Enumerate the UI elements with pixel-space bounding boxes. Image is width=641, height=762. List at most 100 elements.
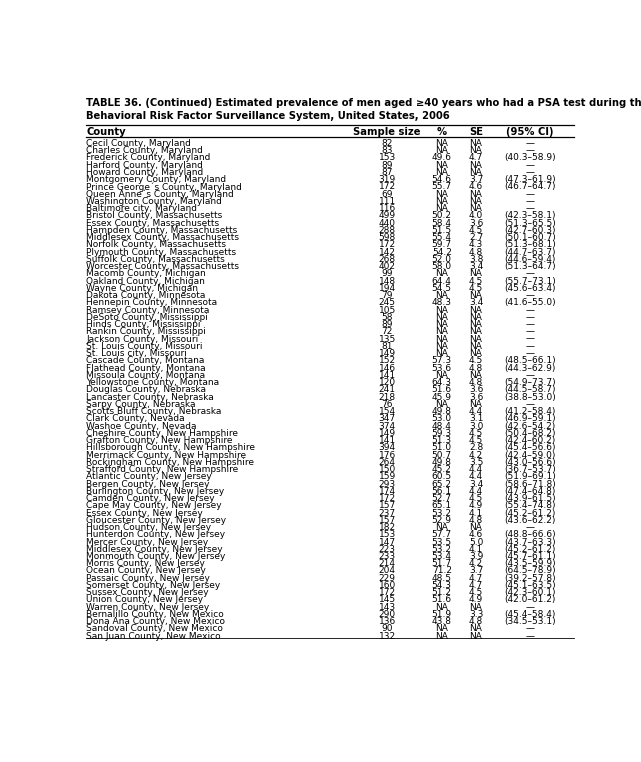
Text: Jackson County, Missouri: Jackson County, Missouri [86,335,198,344]
Text: 4.8: 4.8 [469,248,483,257]
Text: Macomb County, Michigan: Macomb County, Michigan [86,270,206,278]
Text: Essex County, Massachusetts: Essex County, Massachusetts [86,219,219,228]
Text: 54.5: 54.5 [432,284,452,293]
Text: 152: 152 [379,357,395,365]
Text: 64.4: 64.4 [432,277,452,286]
Text: Oakland County, Michigan: Oakland County, Michigan [86,277,205,286]
Text: 52.0: 52.0 [432,255,452,264]
Text: 53.4: 53.4 [432,552,452,561]
Text: 157: 157 [378,501,395,511]
Text: (42.3–60.1): (42.3–60.1) [504,588,556,597]
Text: (44.7–63.7): (44.7–63.7) [504,248,556,257]
Text: 4.8: 4.8 [469,516,483,525]
Text: (51.9–69.1): (51.9–69.1) [504,472,556,482]
Text: 72: 72 [381,328,393,336]
Text: NA: NA [435,371,448,379]
Text: 172: 172 [379,241,395,249]
Text: Middlesex County, Massachusetts: Middlesex County, Massachusetts [86,233,239,242]
Text: 172: 172 [379,588,395,597]
Text: 4.4: 4.4 [469,465,483,474]
Text: (47.3–61.9): (47.3–61.9) [504,175,556,184]
Text: NA: NA [470,139,483,148]
Text: 51.6: 51.6 [432,386,452,395]
Text: 3.6: 3.6 [469,386,483,395]
Text: NA: NA [470,400,483,409]
Text: 268: 268 [379,255,395,264]
Text: 51.3: 51.3 [432,436,452,445]
Text: 120: 120 [379,378,395,387]
Text: (41.2–58.4): (41.2–58.4) [504,407,555,416]
Text: Cecil County, Maryland: Cecil County, Maryland [86,139,191,148]
Text: 56.1: 56.1 [432,487,452,496]
Text: Hampden County, Massachusetts: Hampden County, Massachusetts [86,226,237,235]
Text: (47.4–64.8): (47.4–64.8) [504,487,555,496]
Text: (34.5–53.1): (34.5–53.1) [504,617,556,626]
Text: NA: NA [435,349,448,358]
Text: 4.2: 4.2 [469,559,483,568]
Text: 153: 153 [378,153,395,162]
Text: 57.7: 57.7 [432,530,452,539]
Text: NA: NA [470,603,483,612]
Text: 49.8: 49.8 [432,458,452,467]
Text: 402: 402 [379,262,395,271]
Text: (48.8–66.6): (48.8–66.6) [504,530,556,539]
Text: Bristol County, Massachusetts: Bristol County, Massachusetts [86,211,222,220]
Text: 4.4: 4.4 [469,472,483,482]
Text: 264: 264 [379,458,395,467]
Text: (42.3–58.1): (42.3–58.1) [504,211,556,220]
Text: 48.3: 48.3 [432,299,452,307]
Text: 51.7: 51.7 [432,559,452,568]
Text: —: — [525,161,534,170]
Text: (42.7–60.3): (42.7–60.3) [504,226,556,235]
Text: Sandoval County, New Mexico: Sandoval County, New Mexico [86,625,223,633]
Text: —: — [525,146,534,155]
Text: NA: NA [435,632,448,641]
Text: 159: 159 [378,472,395,482]
Text: —: — [525,270,534,278]
Text: 4.7: 4.7 [469,574,483,583]
Text: 53.5: 53.5 [432,537,452,546]
Text: Hudson County, New Jersey: Hudson County, New Jersey [86,523,212,532]
Text: 149: 149 [379,349,395,358]
Text: Monmouth County, New Jersey: Monmouth County, New Jersey [86,552,226,561]
Text: 290: 290 [379,610,395,619]
Text: (95% CI): (95% CI) [506,127,553,137]
Text: Sussex County, New Jersey: Sussex County, New Jersey [86,588,209,597]
Text: 43.8: 43.8 [432,617,452,626]
Text: NA: NA [470,204,483,213]
Text: 172: 172 [379,494,395,503]
Text: Howard County, Maryland: Howard County, Maryland [86,168,203,177]
Text: 89: 89 [381,161,393,170]
Text: 143: 143 [379,603,395,612]
Text: 176: 176 [378,450,395,459]
Text: Washoe County, Nevada: Washoe County, Nevada [86,421,197,431]
Text: 51.0: 51.0 [432,443,452,453]
Text: Sample size: Sample size [353,127,421,137]
Text: 52.7: 52.7 [432,494,452,503]
Text: NA: NA [470,523,483,532]
Text: (46.7–64.7): (46.7–64.7) [504,182,556,191]
Text: Missoula County, Montana: Missoula County, Montana [86,371,205,379]
Text: 194: 194 [379,284,395,293]
Text: (45.6–63.4): (45.6–63.4) [504,284,556,293]
Text: 54.3: 54.3 [432,581,452,590]
Text: 2.7: 2.7 [469,233,483,242]
Text: 49.8: 49.8 [432,407,452,416]
Text: Sarpy County, Nebraska: Sarpy County, Nebraska [86,400,196,409]
Text: 4.6: 4.6 [469,182,483,191]
Text: 135: 135 [378,335,395,344]
Text: NA: NA [470,625,483,633]
Text: —: — [525,320,534,329]
Text: 4.5: 4.5 [469,284,483,293]
Text: 4.5: 4.5 [469,357,483,365]
Text: NA: NA [435,625,448,633]
Text: (40.3–58.9): (40.3–58.9) [504,153,556,162]
Text: Mercer County, New Jersey: Mercer County, New Jersey [86,537,208,546]
Text: NA: NA [470,320,483,329]
Text: (43.0–56.6): (43.0–56.6) [504,458,556,467]
Text: 4.4: 4.4 [469,407,483,416]
Text: 214: 214 [379,559,395,568]
Text: Dakota County, Minnesota: Dakota County, Minnesota [86,291,206,300]
Text: 146: 146 [379,363,395,373]
Text: NA: NA [435,190,448,199]
